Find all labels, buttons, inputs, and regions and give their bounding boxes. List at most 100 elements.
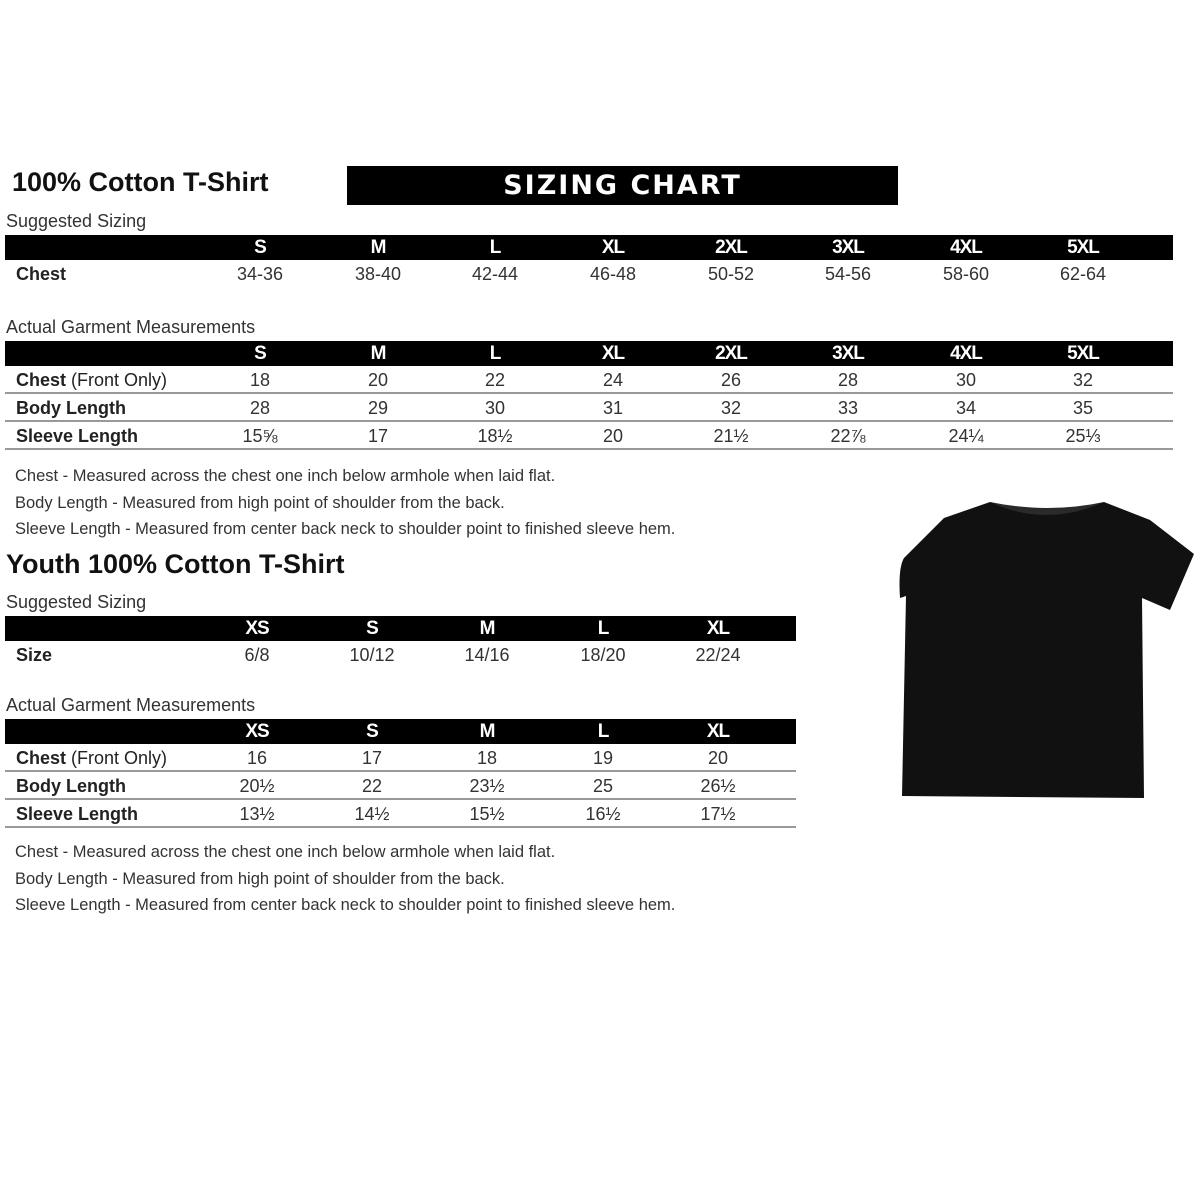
table-cell: 22/24 (695, 645, 741, 665)
row-label: Chest (16, 260, 66, 288)
table-cell: 62-64 (1059, 264, 1107, 284)
size-header-5xl: 5XL (1067, 237, 1100, 258)
size-header-l: L (489, 237, 502, 258)
table-cell: 20 (602, 426, 624, 446)
table-cell: 28 (249, 398, 271, 418)
row-label: Sleeve Length (16, 422, 138, 450)
table-row: Body Length 20½ 22 23½ 25 26½ (5, 772, 796, 800)
row-label-main: Body Length (16, 398, 126, 418)
table-cell: 24 (602, 370, 624, 390)
adult-actual-label: Actual Garment Measurements (6, 317, 256, 337)
table-row: Size 6/8 10/12 14/16 18/20 22/24 (5, 641, 796, 667)
row-label: Size (16, 641, 52, 669)
youth-actual-table: XS S M L XL Chest (Front Only) 16 17 18 19 20 Body … (5, 719, 796, 828)
size-header-bar: XS S M L XL (5, 616, 796, 641)
table-cell: 18/20 (580, 645, 626, 665)
table-cell: 14½ (354, 804, 390, 824)
table-cell: 6/8 (244, 645, 270, 665)
table-row: Sleeve Length 15⅝ 17 18½ 20 21½ 22⅞ 24¼ 25⅓ (5, 422, 1173, 450)
size-header-bar: S M L XL 2XL 3XL 4XL 5XL (5, 235, 1173, 260)
note-line: Chest - Measured across the chest one in… (15, 843, 556, 861)
table-cell: 34-36 (236, 264, 284, 284)
adult-title: 100% Cotton T-Shirt (12, 167, 269, 197)
row-label: Chest (Front Only) (16, 744, 167, 772)
row-label-main: Body Length (16, 776, 126, 796)
row-label-main: Chest (16, 264, 67, 284)
size-header-xl: XL (706, 721, 730, 742)
table-cell: 14/16 (464, 645, 510, 665)
table-cell: 10/12 (349, 645, 395, 665)
note-line: Body Length - Measured from high point o… (15, 493, 505, 512)
table-cell: 50-52 (707, 264, 755, 284)
table-row: Body Length 28 29 30 31 32 33 34 35 (5, 394, 1173, 422)
table-cell: 25⅓ (1065, 426, 1101, 446)
size-header-5xl: 5XL (1067, 343, 1100, 364)
table-cell: 38-40 (354, 264, 402, 284)
row-label-main: Sleeve Length (16, 804, 139, 824)
adult-suggested-table: S M L XL 2XL 3XL 4XL 5XL Chest 34-36 38-40 42-44 46-… (5, 235, 1173, 284)
table-cell: 18½ (477, 426, 513, 446)
table-cell: 24¼ (948, 426, 984, 446)
size-header-xl: XL (601, 343, 625, 364)
size-header-3xl: 3XL (832, 343, 865, 364)
table-cell: 42-44 (471, 264, 519, 284)
table-row: Sleeve Length 13½ 14½ 15½ 16½ 17½ (5, 800, 796, 828)
table-cell: 32 (720, 398, 742, 418)
row-divider (5, 826, 796, 828)
row-label: Chest (Front Only) (16, 366, 167, 394)
table-cell: 31 (602, 398, 624, 418)
table-cell: 20½ (239, 776, 275, 796)
table-cell: 16½ (585, 804, 621, 824)
row-divider (5, 420, 1173, 422)
table-cell: 32 (1072, 370, 1094, 390)
size-header-l: L (597, 721, 610, 742)
adult-actual-table: S M L XL 2XL 3XL 4XL 5XL Chest (Front Only) 18 20 2… (5, 341, 1173, 450)
size-header-s: S (254, 343, 267, 364)
size-header-bar: XS S M L XL (5, 719, 796, 744)
table-cell: 18 (476, 748, 498, 768)
table-cell: 35 (1072, 398, 1094, 418)
youth-suggested-table: XS S M L XL Size 6/8 10/12 14/16 18/20 22/24 (5, 616, 796, 665)
youth-title: Youth 100% Cotton T-Shirt (6, 549, 345, 579)
size-header-xs: XS (245, 721, 269, 742)
table-cell: 25 (592, 776, 614, 796)
table-cell: 46-48 (589, 264, 637, 284)
row-divider (5, 448, 1173, 450)
table-cell: 26½ (700, 776, 736, 796)
row-divider (5, 392, 1173, 394)
size-header-s: S (254, 237, 267, 258)
size-header-2xl: 2XL (715, 237, 748, 258)
row-divider (5, 798, 796, 800)
table-cell: 22 (361, 776, 383, 796)
table-cell: 13½ (239, 804, 275, 824)
table-cell: 33 (837, 398, 859, 418)
table-cell: 22⅞ (830, 426, 866, 446)
sizing-chart-banner: SIZING CHART (347, 166, 898, 205)
size-header-4xl: 4XL (950, 343, 983, 364)
row-label: Body Length (16, 772, 126, 800)
size-header-l: L (597, 618, 610, 639)
table-cell: 17 (361, 748, 383, 768)
row-label-extra: (Front Only) (66, 748, 168, 768)
table-cell: 26 (720, 370, 742, 390)
size-header-xl: XL (601, 237, 625, 258)
size-header-xs: XS (245, 618, 269, 639)
table-row: Chest (Front Only) 18 20 22 24 26 28 30 32 (5, 366, 1173, 394)
size-header-l: L (489, 343, 502, 364)
youth-actual-label: Actual Garment Measurements (6, 695, 256, 715)
size-header-s: S (366, 721, 379, 742)
note-line: Body Length - Measured from high point o… (15, 869, 505, 888)
size-header-xl: XL (706, 618, 730, 639)
table-cell: 21½ (713, 426, 749, 446)
table-cell: 16 (246, 748, 268, 768)
row-label-main: Sleeve Length (16, 426, 139, 446)
table-cell: 15½ (469, 804, 505, 824)
table-cell: 17 (367, 426, 389, 446)
size-header-3xl: 3XL (832, 237, 865, 258)
row-label-main: Chest (16, 370, 67, 390)
size-header-m: M (370, 343, 387, 364)
table-cell: 30 (955, 370, 977, 390)
table-cell: 58-60 (942, 264, 990, 284)
row-label: Body Length (16, 394, 126, 422)
